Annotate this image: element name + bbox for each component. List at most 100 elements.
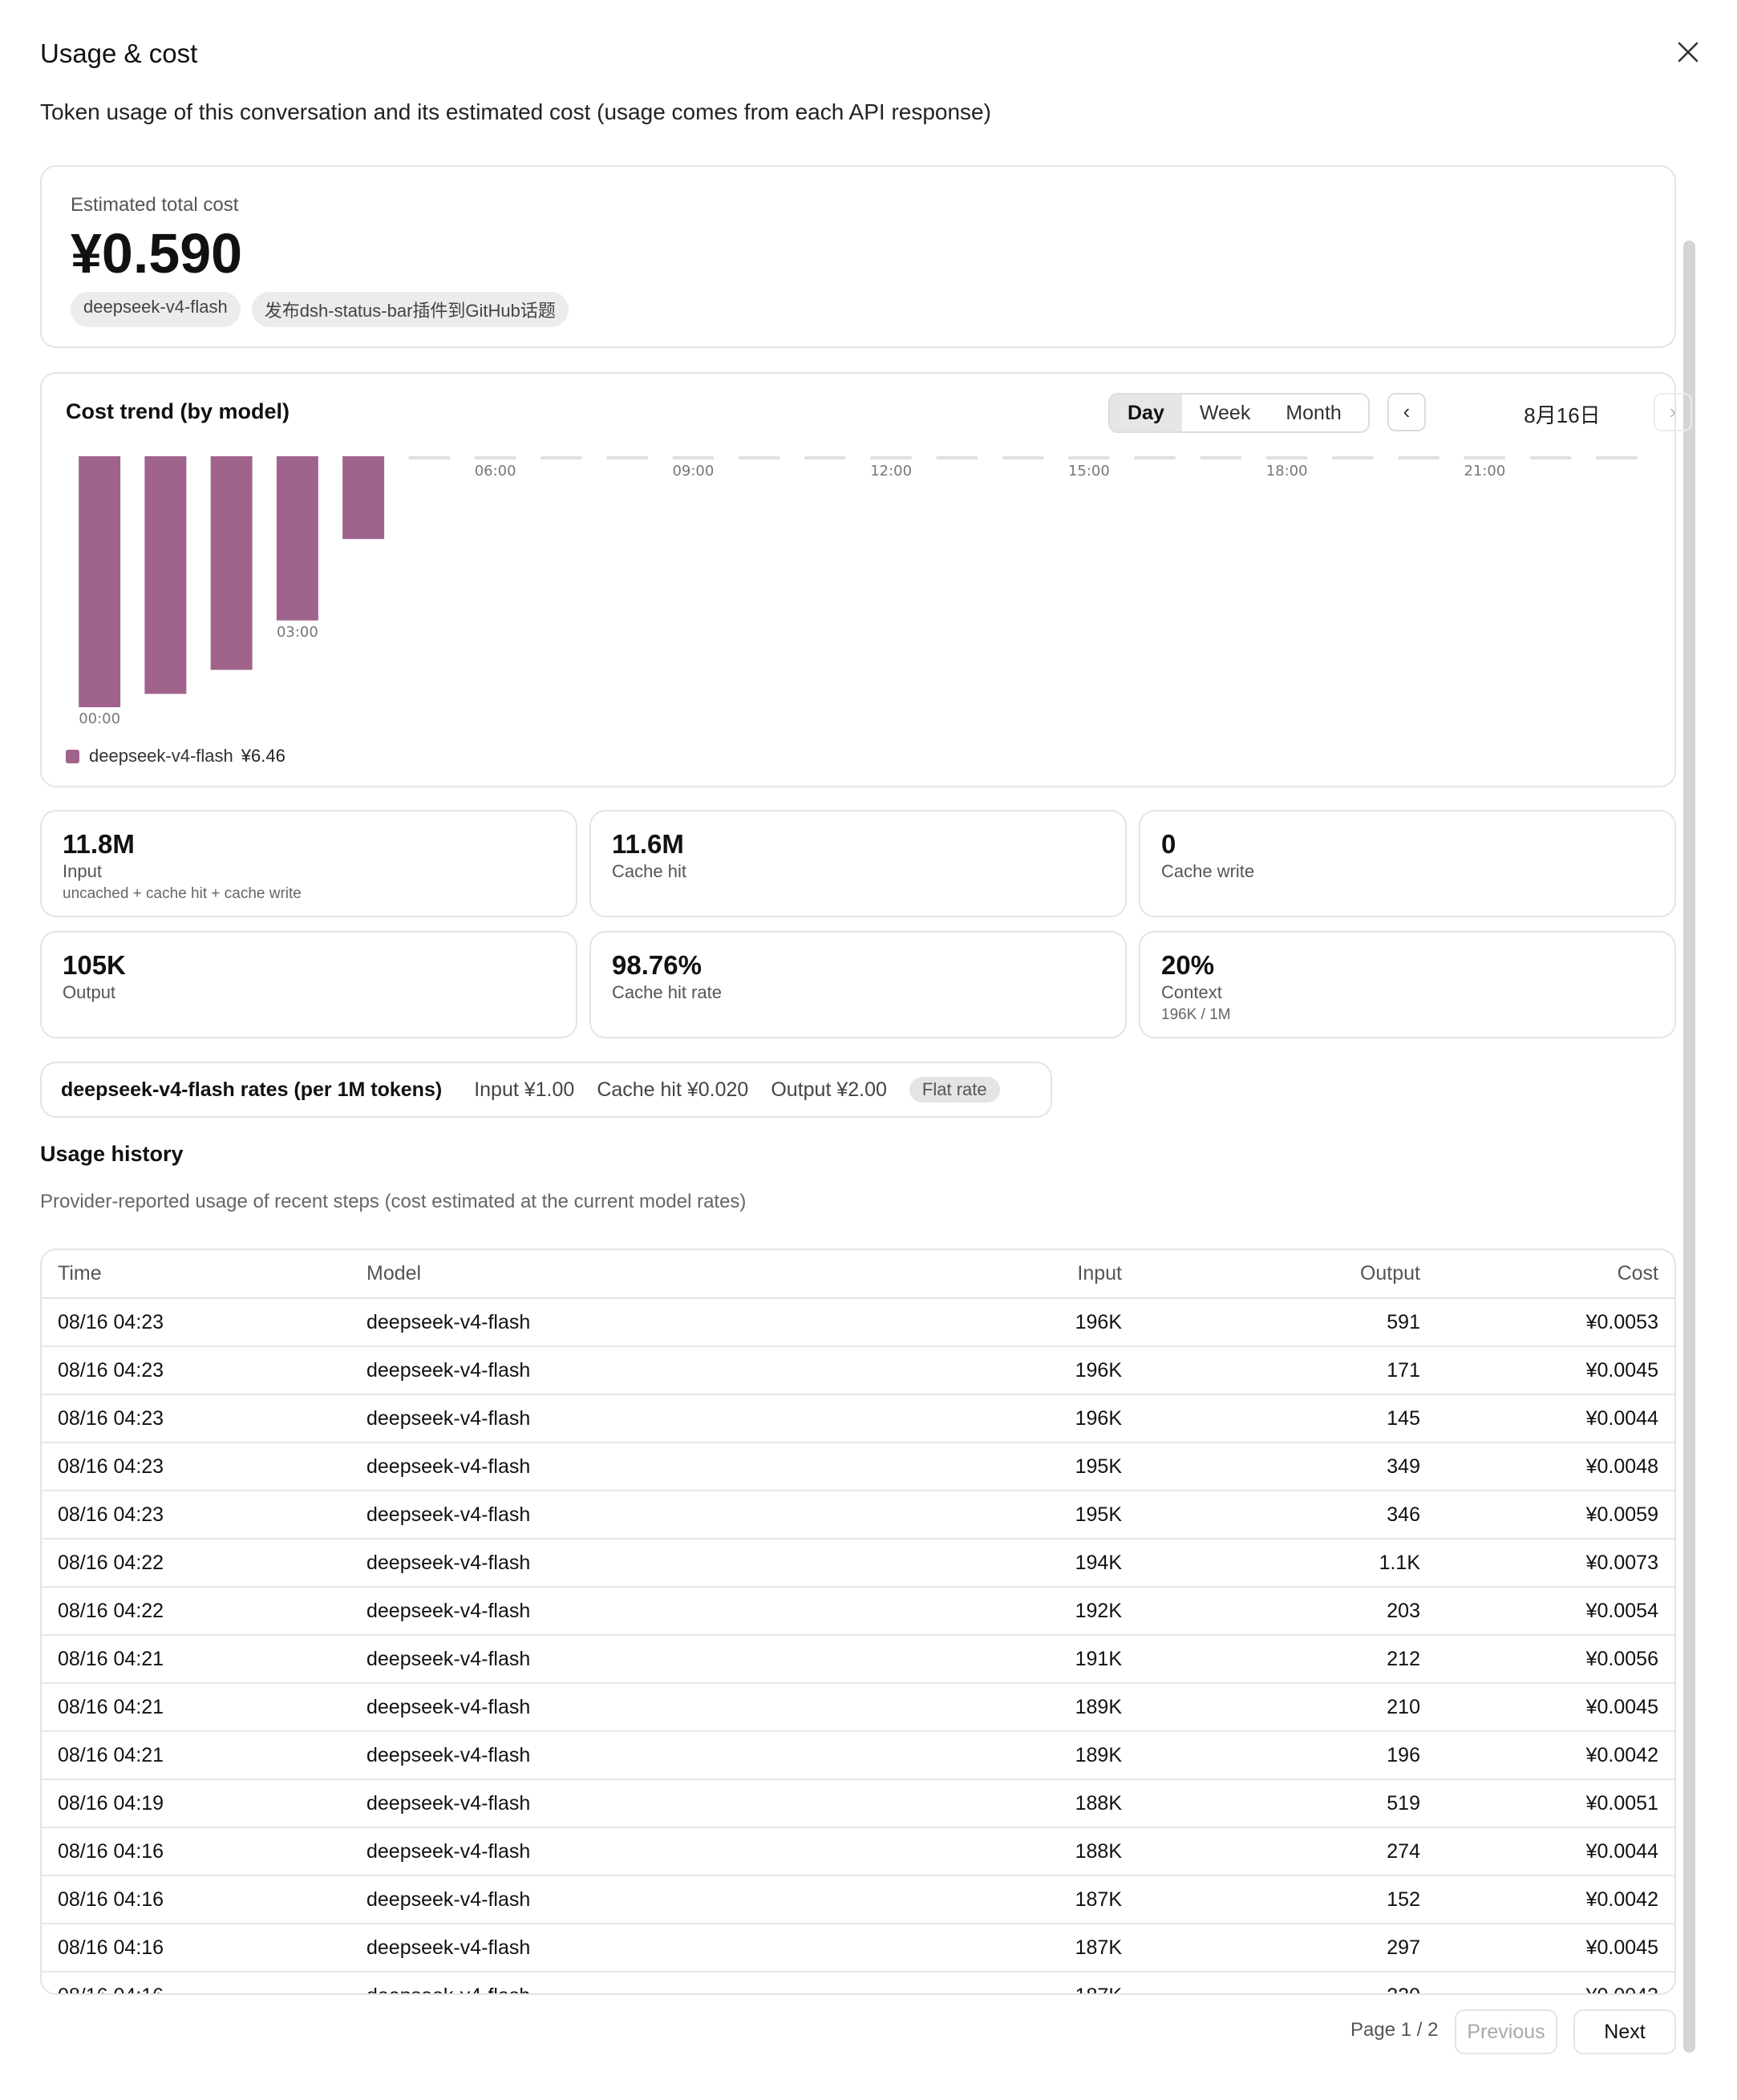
cell-cost: ¥0.0053 bbox=[1421, 1298, 1674, 1347]
cell-cost: ¥0.0045 bbox=[1421, 1683, 1674, 1732]
cell-output: 591 bbox=[1123, 1298, 1421, 1347]
cell-time: 08/16 04:22 bbox=[42, 1539, 366, 1588]
period-selector: Day Week Month bbox=[1108, 393, 1370, 433]
cell-model: deepseek-v4-flash bbox=[366, 1394, 929, 1443]
cell-output: 349 bbox=[1123, 1442, 1421, 1491]
next-date-button[interactable]: › bbox=[1654, 393, 1692, 431]
x-tick-label: 03:00 bbox=[277, 624, 318, 641]
cell-model: deepseek-v4-flash bbox=[366, 1731, 929, 1780]
table-row: 08/16 04:23 deepseek-v4-flash 196K 591 ¥0.00… bbox=[42, 1298, 1674, 1347]
table-row: 08/16 04:21 deepseek-v4-flash 189K 210 ¥0.00… bbox=[42, 1683, 1674, 1732]
cell-model: deepseek-v4-flash bbox=[366, 1491, 929, 1540]
close-icon bbox=[1678, 42, 1699, 63]
cell-cost: ¥0.0044 bbox=[1421, 1827, 1674, 1876]
cell-time: 08/16 04:21 bbox=[42, 1731, 366, 1780]
cell-cost: ¥0.0045 bbox=[1421, 1924, 1674, 1973]
bar-empty-20:00 bbox=[1398, 456, 1440, 459]
stat-sub: 196K / 1M bbox=[1161, 1006, 1231, 1023]
cell-model: deepseek-v4-flash bbox=[366, 1827, 929, 1876]
cell-time: 08/16 04:21 bbox=[42, 1683, 366, 1732]
x-tick-label: 15:00 bbox=[1068, 463, 1110, 479]
cell-output: 203 bbox=[1123, 1587, 1421, 1636]
cell-input: 196K bbox=[929, 1394, 1123, 1443]
cell-cost: ¥0.0043 bbox=[1421, 1972, 1674, 1994]
bar-02:00[interactable] bbox=[210, 456, 253, 670]
cell-cost: ¥0.0059 bbox=[1421, 1491, 1674, 1540]
stat-value: 105K bbox=[63, 950, 126, 980]
stat-value: 11.6M bbox=[612, 829, 684, 859]
bar-empty-11:00 bbox=[804, 456, 846, 459]
bar-empty-19:00 bbox=[1331, 456, 1374, 459]
legend-amount: ¥6.46 bbox=[241, 746, 285, 766]
tab-day[interactable]: Day bbox=[1110, 395, 1182, 431]
cell-output: 171 bbox=[1123, 1346, 1421, 1395]
tab-week[interactable]: Week bbox=[1199, 402, 1251, 424]
bar-04:00[interactable] bbox=[342, 456, 385, 540]
x-tick-label: 12:00 bbox=[870, 463, 912, 479]
table-row: 08/16 04:23 deepseek-v4-flash 196K 171 ¥0.00… bbox=[42, 1346, 1674, 1395]
column-header-time: Time bbox=[42, 1250, 366, 1299]
bar-00:00[interactable] bbox=[79, 456, 121, 707]
usage-history-table: Time Model Input Output Cost 08/16 04:23… bbox=[40, 1248, 1676, 1995]
stat-cache-hit: 11.6M Cache hit bbox=[589, 810, 1127, 917]
stat-context: 20% Context 196K / 1M bbox=[1139, 931, 1676, 1038]
cell-input: 196K bbox=[929, 1346, 1123, 1395]
x-tick-label: 00:00 bbox=[79, 710, 120, 727]
stat-value: 98.76% bbox=[612, 950, 702, 980]
cell-input: 187K bbox=[929, 1972, 1123, 1994]
x-tick-label: 09:00 bbox=[672, 463, 714, 479]
stat-label: Cache write bbox=[1161, 861, 1255, 881]
bar-empty-08:00 bbox=[606, 456, 649, 459]
table-row: 08/16 04:16 deepseek-v4-flash 187K 297 ¥0.00… bbox=[42, 1924, 1674, 1973]
total-cost-label: Estimated total cost bbox=[71, 194, 239, 216]
stat-value: 0 bbox=[1161, 829, 1176, 859]
cell-cost: ¥0.0044 bbox=[1421, 1394, 1674, 1443]
stat-value: 20% bbox=[1161, 950, 1215, 980]
cell-input: 189K bbox=[929, 1683, 1123, 1732]
cell-cost: ¥0.0056 bbox=[1421, 1635, 1674, 1684]
bar-01:00[interactable] bbox=[144, 456, 187, 694]
cell-output: 1.1K bbox=[1123, 1539, 1421, 1588]
bar-empty-13:00 bbox=[936, 456, 978, 459]
previous-page-button[interactable]: Previous bbox=[1455, 2009, 1557, 2054]
scrollbar-thumb[interactable] bbox=[1683, 241, 1695, 2053]
cell-output: 220 bbox=[1123, 1972, 1421, 1994]
cell-input: 191K bbox=[929, 1635, 1123, 1684]
bar-03:00[interactable] bbox=[276, 456, 318, 621]
bar-empty-17:00 bbox=[1200, 456, 1242, 459]
cell-input: 195K bbox=[929, 1442, 1123, 1491]
rate-cache-hit: Cache hit ¥0.020 bbox=[597, 1078, 749, 1101]
close-button[interactable] bbox=[1674, 38, 1702, 66]
cell-model: deepseek-v4-flash bbox=[366, 1587, 929, 1636]
cell-model: deepseek-v4-flash bbox=[366, 1972, 929, 1994]
cell-time: 08/16 04:16 bbox=[42, 1972, 366, 1994]
cell-time: 08/16 04:23 bbox=[42, 1394, 366, 1443]
previous-date-button[interactable]: ‹ bbox=[1387, 393, 1426, 431]
total-cost-card: Estimated total cost ¥0.590 deepseek-v4-… bbox=[40, 165, 1676, 348]
cell-model: deepseek-v4-flash bbox=[366, 1875, 929, 1924]
table-row: 08/16 04:22 deepseek-v4-flash 192K 203 ¥0.00… bbox=[42, 1587, 1674, 1636]
x-tick-label: 18:00 bbox=[1266, 463, 1308, 479]
bar-empty-16:00 bbox=[1134, 456, 1176, 459]
cell-time: 08/16 04:23 bbox=[42, 1442, 366, 1491]
tab-month[interactable]: Month bbox=[1286, 402, 1342, 424]
next-page-button[interactable]: Next bbox=[1573, 2009, 1676, 2054]
bar-empty-21:00 bbox=[1464, 456, 1506, 459]
cell-input: 188K bbox=[929, 1779, 1123, 1828]
cell-output: 297 bbox=[1123, 1924, 1421, 1973]
cell-input: 189K bbox=[929, 1731, 1123, 1780]
bar-empty-10:00 bbox=[738, 456, 780, 459]
cell-output: 210 bbox=[1123, 1683, 1421, 1732]
cost-trend-chart: 00:00 03:00 06:00 09:00 12:00 15:00 18:00 21:00 bbox=[79, 456, 1638, 727]
bar-empty-15:00 bbox=[1067, 456, 1110, 459]
chart-legend: deepseek-v4-flash ¥6.46 bbox=[66, 746, 285, 767]
table-row: 08/16 04:23 deepseek-v4-flash 195K 349 ¥0.00… bbox=[42, 1442, 1674, 1491]
table-row: 08/16 04:23 deepseek-v4-flash 196K 145 ¥0.00… bbox=[42, 1394, 1674, 1443]
bar-empty-09:00 bbox=[672, 456, 715, 459]
rates-title: deepseek-v4-flash rates (per 1M tokens) bbox=[61, 1078, 443, 1101]
cell-cost: ¥0.0054 bbox=[1421, 1587, 1674, 1636]
model-tag: deepseek-v4-flash bbox=[71, 292, 241, 327]
cell-time: 08/16 04:21 bbox=[42, 1635, 366, 1684]
cost-trend-title: Cost trend (by model) bbox=[66, 399, 290, 423]
cell-model: deepseek-v4-flash bbox=[366, 1683, 929, 1732]
